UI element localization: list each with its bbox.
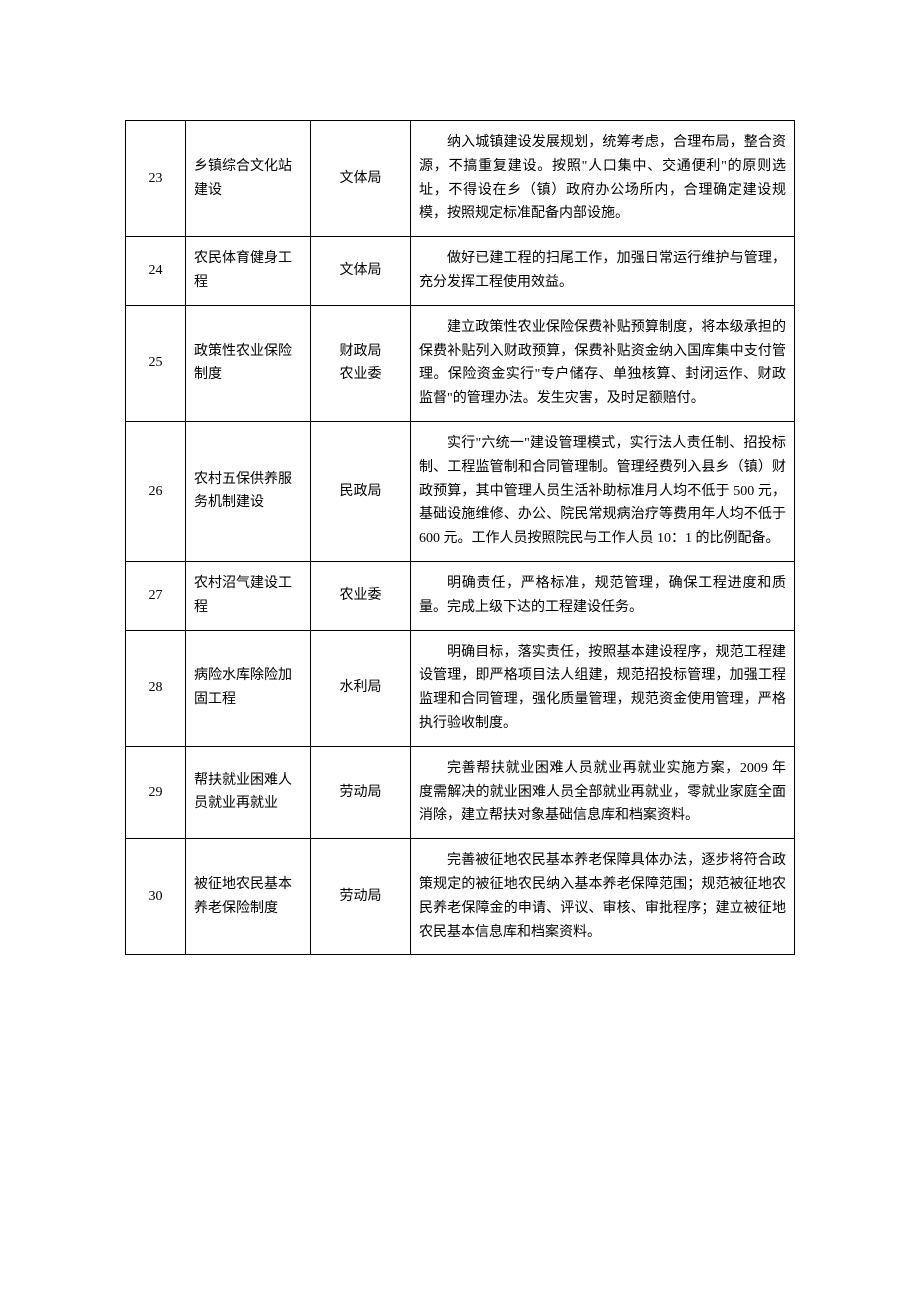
row-number: 23 xyxy=(126,121,186,237)
project-name: 被征地农民基本养老保险制度 xyxy=(186,839,311,955)
table-row: 24 农民体育健身工程 文体局 做好已建工程的扫尾工作，加强日常运行维护与管理，… xyxy=(126,237,795,306)
project-name: 农村沼气建设工程 xyxy=(186,561,311,630)
project-name: 帮扶就业困难人员就业再就业 xyxy=(186,746,311,838)
row-number: 27 xyxy=(126,561,186,630)
description: 明确责任，严格标准，规范管理，确保工程进度和质量。完成上级下达的工程建设任务。 xyxy=(411,561,795,630)
policy-table: 23 乡镇综合文化站建设 文体局 纳入城镇建设发展规划，统筹考虑，合理布局，整合… xyxy=(125,120,795,955)
project-name: 农民体育健身工程 xyxy=(186,237,311,306)
table-row: 30 被征地农民基本养老保险制度 劳动局 完善被征地农民基本养老保障具体办法，逐… xyxy=(126,839,795,955)
department: 民政局 xyxy=(311,421,411,561)
department: 水利局 xyxy=(311,630,411,746)
table-row: 27 农村沼气建设工程 农业委 明确责任，严格标准，规范管理，确保工程进度和质量… xyxy=(126,561,795,630)
table-row: 29 帮扶就业困难人员就业再就业 劳动局 完善帮扶就业困难人员就业再就业实施方案… xyxy=(126,746,795,838)
project-name: 病险水库除险加固工程 xyxy=(186,630,311,746)
row-number: 26 xyxy=(126,421,186,561)
table-row: 26 农村五保供养服务机制建设 民政局 实行"六统一"建设管理模式，实行法人责任… xyxy=(126,421,795,561)
description: 实行"六统一"建设管理模式，实行法人责任制、招投标制、工程监管制和合同管理制。管… xyxy=(411,421,795,561)
department: 文体局 xyxy=(311,121,411,237)
row-number: 28 xyxy=(126,630,186,746)
description: 做好已建工程的扫尾工作，加强日常运行维护与管理，充分发挥工程使用效益。 xyxy=(411,237,795,306)
description: 完善被征地农民基本养老保障具体办法，逐步将符合政策规定的被征地农民纳入基本养老保… xyxy=(411,839,795,955)
department: 劳动局 xyxy=(311,839,411,955)
department: 农业委 xyxy=(311,561,411,630)
project-name: 政策性农业保险制度 xyxy=(186,305,311,421)
row-number: 24 xyxy=(126,237,186,306)
project-name: 农村五保供养服务机制建设 xyxy=(186,421,311,561)
description: 完善帮扶就业困难人员就业再就业实施方案，2009 年度需解决的就业困难人员全部就… xyxy=(411,746,795,838)
description: 明确目标，落实责任，按照基本建设程序，规范工程建设管理，即严格项目法人组建，规范… xyxy=(411,630,795,746)
description: 建立政策性农业保险保费补贴预算制度，将本级承担的保费补贴列入财政预算，保费补贴资… xyxy=(411,305,795,421)
table-body: 23 乡镇综合文化站建设 文体局 纳入城镇建设发展规划，统筹考虑，合理布局，整合… xyxy=(126,121,795,955)
table-row: 28 病险水库除险加固工程 水利局 明确目标，落实责任，按照基本建设程序，规范工… xyxy=(126,630,795,746)
project-name: 乡镇综合文化站建设 xyxy=(186,121,311,237)
row-number: 30 xyxy=(126,839,186,955)
department: 劳动局 xyxy=(311,746,411,838)
description: 纳入城镇建设发展规划，统筹考虑，合理布局，整合资源，不搞重复建设。按照"人口集中… xyxy=(411,121,795,237)
department: 文体局 xyxy=(311,237,411,306)
table-row: 23 乡镇综合文化站建设 文体局 纳入城镇建设发展规划，统筹考虑，合理布局，整合… xyxy=(126,121,795,237)
table-row: 25 政策性农业保险制度 财政局农业委 建立政策性农业保险保费补贴预算制度，将本… xyxy=(126,305,795,421)
row-number: 25 xyxy=(126,305,186,421)
department: 财政局农业委 xyxy=(311,305,411,421)
row-number: 29 xyxy=(126,746,186,838)
